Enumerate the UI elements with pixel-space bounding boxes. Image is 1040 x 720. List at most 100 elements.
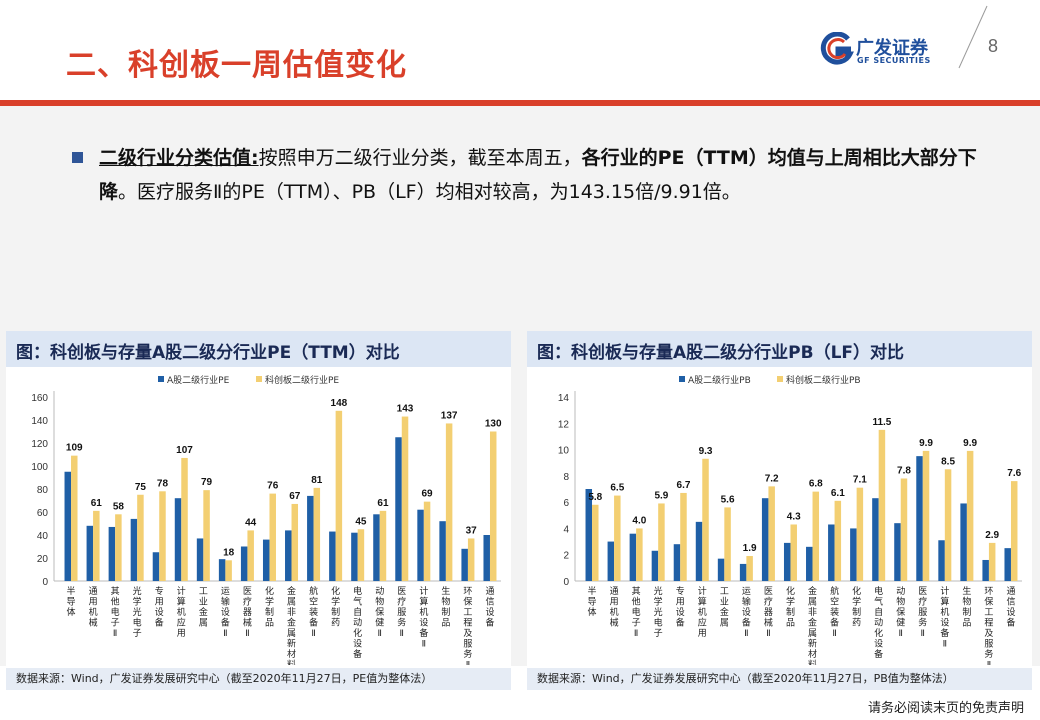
bar-a-share	[585, 489, 593, 581]
pe-chart-panel: 图：科创板与存量A股二级分行业PE（TTM）对比 A股二级行业PE 科创板二级行业…	[6, 331, 511, 693]
bar-a-share	[960, 503, 967, 581]
bar-star-market	[922, 450, 930, 581]
bar-star-market	[489, 431, 497, 581]
category-label: 动物保健 Ⅱ	[375, 586, 384, 639]
y-tick-label: 14	[558, 393, 570, 404]
slide-header: 二、科创板一周估值变化 广发证券 GF SECURITIES 8	[0, 0, 1040, 100]
bar-a-share	[938, 540, 945, 581]
category-label: 专用设备	[155, 585, 164, 629]
bar-a-share	[64, 471, 72, 581]
y-tick-label: 2	[563, 551, 569, 562]
summary-label: 二级行业分类估值:	[99, 147, 259, 169]
y-tick-label: 4	[563, 524, 569, 535]
category-label: 通信设备	[485, 586, 494, 629]
bar-star-market	[225, 560, 232, 581]
bar-a-share	[395, 437, 402, 581]
bar-star-market	[159, 491, 166, 581]
category-label: 专用设备	[676, 585, 685, 629]
category-label: 计算机应用	[698, 585, 707, 639]
bar-a-share	[982, 559, 989, 581]
bar-a-share	[461, 548, 468, 581]
category-label: 金属非金属新材料	[287, 585, 296, 665]
bar-a-share	[872, 498, 879, 581]
category-label: 其他电子 Ⅱ	[632, 586, 641, 639]
bar-star-market	[181, 457, 188, 581]
bar-star-market	[401, 416, 409, 581]
bar-star-market	[812, 491, 820, 581]
data-label: 6.8	[809, 479, 823, 490]
category-label: 医疗服务 Ⅱ	[918, 586, 927, 639]
bar-star-market	[944, 469, 952, 581]
category-label: 医疗器械 Ⅱ	[243, 586, 252, 639]
bar-star-market	[680, 492, 687, 581]
disclaimer-note: 请务必阅读末页的免责声明	[867, 701, 1024, 716]
bar-a-share	[262, 539, 270, 581]
pb-chart-panel: 图：科创板与存量A股二级分行业PB（LF）对比 A股二级行业PB 科创板二级行业P…	[527, 331, 1032, 693]
y-tick-label: 100	[31, 462, 48, 473]
category-label: 环保工程及服务Ⅱ	[984, 586, 993, 665]
bar-star-market	[988, 542, 996, 581]
category-label: 金属非金属新材料	[808, 585, 817, 665]
data-label: 78	[157, 478, 169, 489]
bar-star-market	[203, 490, 210, 581]
bar-a-share	[108, 526, 116, 581]
legend-swatch	[158, 376, 164, 382]
pb-chart-source: 数据来源：Wind，广发证券发展研究中心（截至2020年11月27日，PB值为整…	[527, 668, 1032, 690]
category-label: 光学光电子	[133, 585, 142, 639]
y-tick-label: 40	[37, 531, 49, 542]
y-tick-label: 20	[37, 554, 49, 565]
logo-name: 广发证券	[856, 38, 928, 59]
bar-a-share	[373, 514, 380, 581]
y-tick-label: 8	[563, 472, 569, 483]
category-label: 计算机设备 Ⅱ	[419, 585, 428, 650]
bar-star-market	[878, 429, 886, 581]
bar-star-market	[790, 524, 797, 581]
header-rule	[0, 100, 1040, 106]
bar-star-market	[291, 503, 299, 581]
category-label: 半导体	[588, 585, 597, 618]
data-label: 143	[397, 404, 414, 415]
data-label: 79	[201, 477, 213, 488]
category-label: 运输设备 Ⅱ	[742, 586, 751, 639]
category-label: 化学制品	[786, 585, 795, 629]
legend-label: 科创板二级行业PE	[265, 374, 339, 386]
category-label: 环保工程及服务Ⅱ	[463, 586, 472, 665]
bar-star-market	[357, 529, 365, 581]
bar-a-share	[174, 498, 182, 581]
category-label: 电气自动化设备	[353, 585, 362, 660]
data-label: 7.6	[1007, 468, 1021, 479]
bar-a-share	[695, 521, 703, 581]
bar-a-share	[828, 524, 835, 581]
y-tick-label: 0	[42, 577, 48, 588]
category-label: 光学光电子	[654, 585, 663, 639]
bar-a-share	[629, 533, 637, 581]
bar-star-market	[467, 538, 475, 581]
company-logo: 广发证券 GF SECURITIES	[820, 30, 950, 70]
category-label: 化学制药	[331, 585, 340, 629]
data-label: 107	[176, 445, 193, 456]
bar-star-market	[768, 486, 775, 581]
y-tick-label: 140	[31, 416, 48, 427]
data-label: 37	[466, 525, 478, 536]
bar-a-share	[850, 528, 857, 581]
data-label: 45	[355, 516, 367, 527]
y-tick-label: 6	[563, 498, 569, 509]
data-label: 130	[485, 419, 502, 430]
bar-star-market	[313, 487, 321, 581]
data-label: 5.8	[588, 492, 602, 503]
category-label: 半导体	[67, 585, 76, 618]
legend-swatch	[679, 376, 685, 382]
pb-chart-title: 图：科创板与存量A股二级分行业PB（LF）对比	[537, 343, 905, 363]
bar-star-market	[115, 514, 122, 581]
category-label: 医疗器械 Ⅱ	[764, 586, 773, 639]
bar-a-share	[307, 495, 314, 581]
data-label: 4.0	[632, 515, 646, 526]
bar-star-market	[137, 494, 144, 581]
bar-a-share	[329, 531, 336, 581]
logo-subtitle: GF SECURITIES	[857, 56, 931, 65]
bar-a-share	[607, 541, 615, 581]
bar-a-share	[651, 550, 659, 581]
bar-a-share	[130, 518, 138, 581]
bar-star-market	[269, 493, 276, 581]
data-label: 61	[91, 498, 103, 509]
